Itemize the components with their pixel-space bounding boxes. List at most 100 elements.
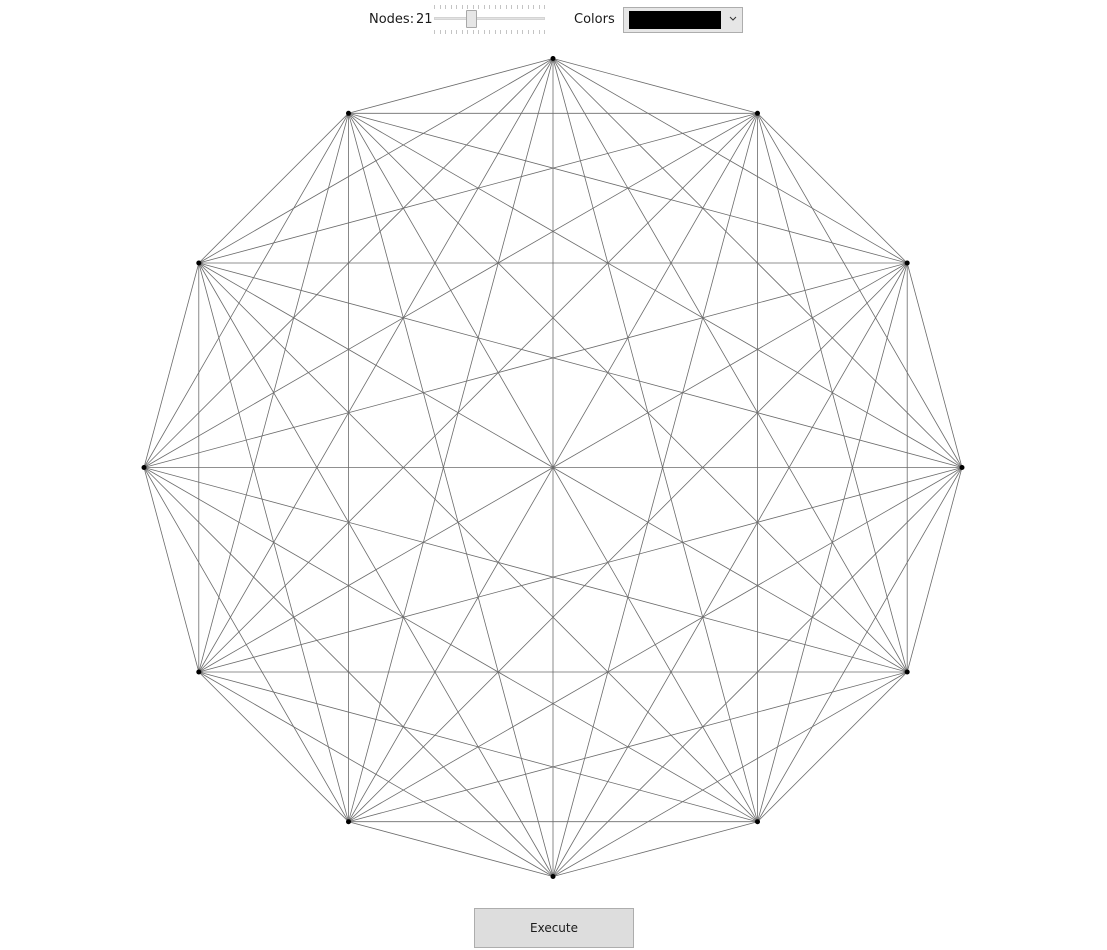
slider-tick [495,5,496,9]
graph-node [196,260,202,266]
graph-edge [348,262,908,822]
graph-edge [348,112,908,264]
graph-edge [552,58,758,822]
graph-edge [143,262,908,468]
slider-thumb[interactable] [466,10,477,28]
graph-edge [143,467,908,673]
graph-edge [348,113,758,822]
graph-node [550,56,556,61]
graph-edge [143,467,758,823]
slider-tick [467,5,468,9]
graph-edge [552,821,758,877]
slider-tick [462,5,463,9]
graph-edge [552,58,758,114]
slider-tick [544,30,545,34]
slider-tick [500,5,501,9]
slider-tick [440,30,441,34]
slider-tick [484,30,485,34]
slider-tick [451,30,452,34]
slider-tick [517,30,518,34]
toolbar: Nodes: 21 Colors [0,0,1107,40]
graph-edge [348,58,554,822]
graph-edge [198,262,554,877]
graph-node [346,819,351,825]
slider-tick [517,5,518,9]
graph-edge [906,262,963,468]
nodes-label: Nodes: [369,12,415,27]
slider-tick [478,30,479,34]
slider-tick [528,5,529,9]
graph-edge [757,671,908,822]
slider-tick [445,5,446,9]
slider-tick [456,5,457,9]
graph-node [141,465,147,470]
graph-node [346,110,351,116]
slider-tick [522,5,523,9]
graph-edge [348,112,963,468]
nodes-slider[interactable] [434,5,545,35]
graph-edge [198,262,349,822]
color-dropdown[interactable] [623,7,743,33]
slider-tick [434,30,435,34]
graph-node [196,669,202,675]
slider-ticks-bottom [434,30,545,34]
slider-tick [533,5,534,9]
graph-edge [143,113,349,468]
slider-tick [467,30,468,34]
graph-edge [198,262,758,822]
slider-tick [445,30,446,34]
graph-node [959,465,965,470]
slider-tick [440,5,441,9]
graph-edge [757,113,908,264]
slider-tick [522,30,523,34]
nodes-value: 21 [416,12,433,27]
slider-tick [528,30,529,34]
graph-edge [906,467,963,673]
slider-tick [489,30,490,34]
slider-tick [506,30,507,34]
slider-tick [511,5,512,9]
slider-ticks-top [434,5,545,9]
graph-node [550,874,556,879]
slider-tick [478,5,479,9]
slider-tick [473,5,474,9]
slider-tick [473,30,474,34]
graph-edge [143,262,200,468]
graph-node [904,669,910,675]
graph-node [755,819,760,825]
graph-edge [198,262,963,468]
graph-edge [143,467,349,822]
slider-tick [484,5,485,9]
colors-label: Colors [574,12,615,27]
selected-color-swatch [629,11,721,29]
slider-tick [500,30,501,34]
slider-tick [539,30,540,34]
slider-tick [456,30,457,34]
graph-edge [198,671,349,822]
graph-edge [198,113,349,264]
slider-tick [539,5,540,9]
graph-edge [552,113,758,877]
graph-edge [198,467,963,673]
slider-tick [511,30,512,34]
slider-tick [489,5,490,9]
graph-edge [348,821,554,877]
graph-edge [198,671,554,877]
graph-node [904,260,910,266]
slider-tick [544,5,545,9]
execute-button[interactable]: Execute [474,908,634,948]
graph-node [755,110,760,116]
graph-edge [143,467,200,673]
slider-tick [451,5,452,9]
slider-tick [434,5,435,9]
chevron-down-icon [729,16,737,21]
graph-edge [198,113,758,673]
slider-track[interactable] [434,17,545,20]
graph-edge [198,113,349,673]
slider-tick [495,30,496,34]
slider-tick [506,5,507,9]
slider-tick [533,30,534,34]
graph-edge [348,113,554,877]
